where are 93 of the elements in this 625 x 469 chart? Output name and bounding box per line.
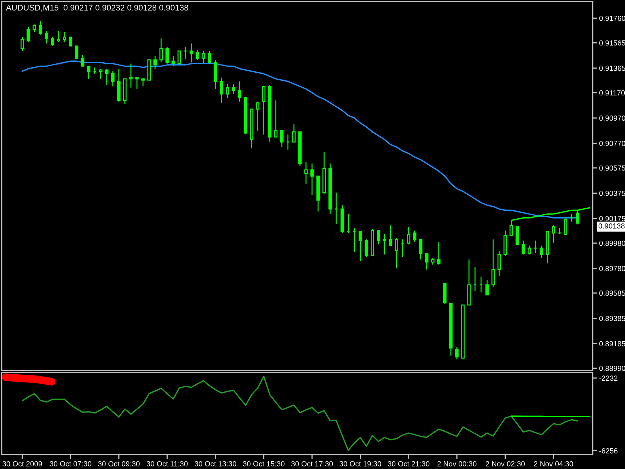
- candlestick: [244, 98, 248, 134]
- candlestick: [377, 230, 380, 246]
- candlestick: [558, 228, 562, 236]
- candlestick: [262, 86, 266, 136]
- candlestick: [20, 36, 24, 52]
- candlestick: [123, 78, 127, 105]
- candlestick: [316, 176, 320, 212]
- candlestick: [93, 67, 97, 75]
- candlestick: [298, 132, 302, 167]
- candlestick: [425, 252, 429, 270]
- candlestick: [370, 228, 374, 256]
- candlestick: [486, 280, 490, 296]
- candlestick: [407, 226, 411, 246]
- candlestick: [437, 242, 441, 266]
- candlestick: [280, 130, 284, 148]
- line-series: [22, 376, 579, 452]
- candlestick: [431, 258, 435, 266]
- candlestick: [570, 214, 574, 222]
- candlestick: [202, 50, 206, 64]
- candlestick: [480, 277, 484, 294]
- candlestick: [154, 56, 158, 70]
- candlestick: [268, 84, 272, 143]
- candlestick: [232, 84, 236, 95]
- candlestick: [528, 245, 532, 256]
- candlestick: [26, 26, 30, 43]
- candlestick: [364, 239, 368, 258]
- candlestick: [69, 36, 73, 47]
- candlestick: [552, 225, 556, 244]
- candlestick: [256, 101, 260, 132]
- candlestick: [443, 283, 447, 305]
- candlestick: [413, 230, 417, 243]
- candlestick: [419, 239, 423, 260]
- candlestick: [401, 239, 405, 258]
- candlestick: [214, 60, 218, 90]
- candlestick: [322, 152, 326, 195]
- candlestick: [358, 232, 362, 262]
- candlestick: [142, 78, 145, 88]
- candlestick: [304, 162, 308, 184]
- candlestick: [389, 225, 392, 246]
- candlestick: [522, 240, 526, 256]
- candlestick: [274, 100, 278, 138]
- candlestick: [238, 81, 242, 102]
- candlestick: [250, 108, 254, 150]
- candlestick: [226, 84, 230, 99]
- candlestick: [160, 38, 164, 64]
- candlestick: [383, 234, 386, 256]
- candlestick: [534, 240, 538, 254]
- candlestick: [492, 239, 496, 288]
- candlestick: [105, 68, 109, 86]
- candlestick: [292, 124, 296, 143]
- candlestick: [190, 43, 194, 64]
- candlestick: [340, 204, 344, 234]
- candlestick: [99, 68, 103, 80]
- candlestick: [196, 50, 200, 61]
- candlestick: [310, 163, 314, 196]
- candlestick: [166, 47, 170, 64]
- candlestick: [346, 214, 350, 234]
- candlestick: [178, 50, 182, 66]
- candlestick: [546, 232, 550, 264]
- candlestick: [184, 47, 188, 60]
- candlestick: [57, 30, 60, 43]
- candlestick: [286, 134, 290, 150]
- candlestick: [395, 238, 398, 270]
- candlestick: [352, 228, 356, 253]
- candlestick: [540, 245, 544, 260]
- candlestick: [504, 230, 508, 256]
- candlestick: [172, 56, 176, 67]
- candlestick: [81, 54, 85, 67]
- candlestick: [328, 163, 332, 215]
- candlestick: [51, 36, 54, 47]
- candlestick: [129, 63, 133, 88]
- line-series: [22, 60, 579, 219]
- candlestick: [44, 30, 48, 44]
- candlestick: [75, 46, 79, 60]
- candlestick: [474, 266, 477, 292]
- candlestick: [334, 192, 338, 225]
- candlestick: [462, 304, 465, 359]
- candlestick: [220, 77, 224, 104]
- candlestick: [136, 77, 139, 90]
- candlestick: [63, 32, 66, 43]
- candlestick: [87, 66, 91, 80]
- candlestick: [468, 259, 471, 306]
- candlestick: [208, 50, 212, 64]
- candlestick: [498, 250, 502, 277]
- candlestick: [38, 20, 42, 36]
- candlestick: [564, 218, 568, 236]
- candlestick: [32, 24, 36, 33]
- candlestick: [148, 60, 151, 81]
- candlestick: [111, 71, 115, 88]
- chart-title: AUDUSD,M15 0.90217 0.90232 0.90128 0.90138: [6, 4, 188, 12]
- candlestick: [117, 68, 121, 102]
- candlestick: [449, 304, 453, 356]
- candlestick: [455, 346, 459, 360]
